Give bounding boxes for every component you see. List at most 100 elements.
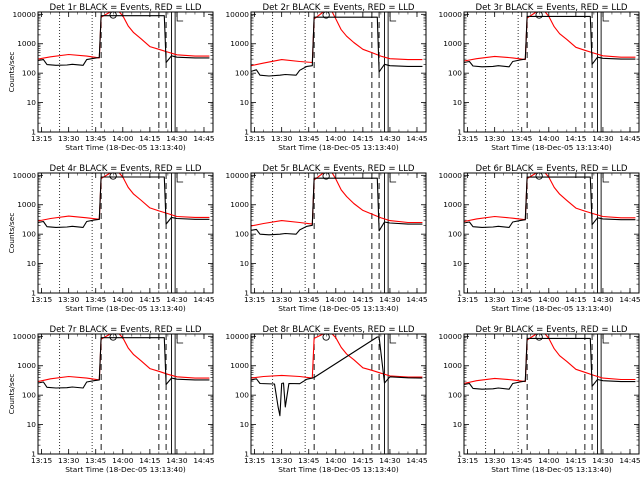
events-series-line	[464, 176, 636, 228]
plot-frame	[250, 172, 427, 294]
y-tick-label: 1	[457, 450, 462, 459]
y-tick-label: 10000	[225, 332, 249, 341]
x-tick-label: 14:30	[592, 456, 614, 465]
x-tick-label: 13:30	[58, 456, 80, 465]
y-tick-label: 1000	[443, 361, 462, 370]
lld-series-line	[464, 12, 636, 62]
detector-panel-8: Det 8r BLACK = Events, RED = LLD 1 10 100 10…	[225, 325, 427, 474]
events-series-line	[251, 16, 423, 77]
interval-bracket-marker	[602, 173, 610, 183]
x-tick-label: 14:15	[352, 134, 374, 143]
x-tick-label: 14:45	[193, 456, 215, 465]
y-tick-label: 1000	[230, 200, 249, 209]
x-tick-label: 14:45	[406, 295, 428, 304]
y-tick-label: 1000	[17, 361, 36, 370]
x-tick-label: 14:45	[193, 295, 215, 304]
panel-title: Det 4r BLACK = Events, RED = LLD	[49, 164, 201, 174]
y-tick-label: 1000	[17, 39, 36, 48]
x-tick-label: 14:30	[592, 134, 614, 143]
x-tick-label: 13:15	[244, 134, 266, 143]
series-group	[251, 12, 423, 77]
x-tick-label: 14:30	[592, 295, 614, 304]
panel-title: Det 5r BLACK = Events, RED = LLD	[262, 164, 414, 174]
x-tick-label: 13:15	[31, 456, 53, 465]
x-tick-label: 14:15	[139, 134, 161, 143]
interval-bracket-marker	[602, 12, 610, 22]
y-tick-label: 10	[240, 420, 250, 429]
y-tick-label: 10	[27, 259, 37, 268]
x-tick-label: 13:30	[271, 134, 293, 143]
panel-title: Det 9r BLACK = Events, RED = LLD	[475, 325, 627, 335]
y-tick-label: 1	[31, 450, 36, 459]
panel-title: Det 1r BLACK = Events, RED = LLD	[49, 3, 201, 13]
x-tick-label: 13:15	[31, 295, 53, 304]
x-tick-label: 14:00	[112, 134, 134, 143]
x-tick-label: 14:00	[538, 295, 560, 304]
lld-series-line	[38, 334, 210, 383]
events-series-line	[38, 337, 210, 389]
series-group	[251, 334, 423, 417]
y-tick-label: 1	[244, 128, 249, 137]
x-tick-label: 13:45	[511, 295, 533, 304]
y-tick-label: 100	[22, 69, 36, 78]
interval-bracket-marker	[389, 173, 397, 183]
events-series-line	[251, 177, 423, 236]
x-tick-label: 14:15	[352, 456, 374, 465]
lld-series-line	[38, 12, 210, 60]
x-tick-label: 14:00	[112, 456, 134, 465]
lld-series-line	[464, 173, 636, 223]
y-tick-label: 1000	[230, 361, 249, 370]
x-tick-label: 14:30	[379, 456, 401, 465]
events-series-line	[38, 176, 210, 228]
x-tick-label: 14:15	[565, 456, 587, 465]
x-tick-label: 13:15	[457, 134, 479, 143]
interval-bracket-marker	[389, 12, 397, 22]
x-tick-label: 14:15	[565, 134, 587, 143]
detector-panel-9: Det 9r BLACK = Events, RED = LLD 1 10 100 10…	[438, 325, 640, 474]
lld-series-line	[251, 173, 423, 227]
y-tick-label: 10	[27, 420, 37, 429]
x-tick-label: 13:15	[244, 456, 266, 465]
x-tick-label: 14:45	[619, 295, 640, 304]
y-tick-label: 100	[235, 391, 249, 400]
x-tick-label: 13:30	[58, 295, 80, 304]
plot-frame	[37, 172, 214, 294]
x-tick-label: 13:15	[31, 134, 53, 143]
y-tick-label: 10	[240, 98, 250, 107]
x-tick-label: 14:15	[139, 456, 161, 465]
y-tick-label: 1	[457, 289, 462, 298]
x-tick-label: 14:00	[325, 134, 347, 143]
x-tick-label: 14:45	[619, 456, 640, 465]
y-tick-label: 1	[457, 128, 462, 137]
x-tick-label: 13:30	[484, 134, 506, 143]
lld-series-line	[38, 173, 210, 222]
events-series-line	[464, 15, 636, 68]
events-series-line	[38, 15, 210, 66]
x-axis-label: Start Time (18-Dec-05 13:13:40)	[491, 304, 612, 313]
x-tick-label: 13:45	[511, 134, 533, 143]
x-axis-label: Start Time (18-Dec-05 13:13:40)	[65, 465, 186, 474]
x-tick-label: 13:30	[484, 456, 506, 465]
x-tick-label: 13:30	[271, 456, 293, 465]
x-tick-label: 13:30	[484, 295, 506, 304]
y-tick-label: 10000	[438, 332, 462, 341]
y-tick-label: 100	[235, 69, 249, 78]
series-group	[38, 334, 210, 389]
y-tick-label: 100	[22, 391, 36, 400]
x-tick-label: 13:15	[457, 295, 479, 304]
y-tick-label: 10	[27, 98, 37, 107]
x-tick-label: 14:45	[406, 456, 428, 465]
series-group	[38, 12, 210, 66]
lld-series-line	[464, 334, 636, 385]
y-tick-label: 1000	[17, 200, 36, 209]
y-tick-label: 10000	[12, 332, 36, 341]
detector-panel-6: Det 6r BLACK = Events, RED = LLD 1 10 100 10…	[438, 164, 640, 313]
x-tick-label: 13:30	[271, 295, 293, 304]
detector-panel-3: Det 3r BLACK = Events, RED = LLD 1 10 100 10…	[438, 3, 640, 152]
plot-frame	[37, 333, 214, 455]
x-tick-label: 13:45	[85, 134, 107, 143]
detector-panel-5: Det 5r BLACK = Events, RED = LLD 1 10 100 10…	[225, 164, 427, 313]
x-tick-label: 13:15	[457, 456, 479, 465]
x-tick-label: 13:15	[244, 295, 266, 304]
